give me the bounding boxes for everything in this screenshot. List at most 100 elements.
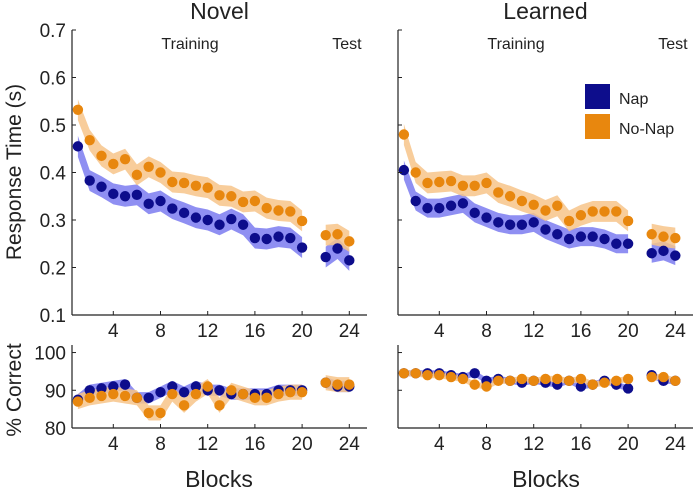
point-no-nap [622,215,634,227]
point-nap [108,381,119,392]
x-tick-label: 8 [155,434,166,455]
point-nap [226,213,237,225]
point-no-nap [296,215,308,227]
point-nap [398,164,410,176]
y-tick-label: 100 [34,344,66,365]
point-no-nap [611,375,622,387]
point-nap [296,242,308,253]
point-no-nap [587,206,598,217]
x-tick-label: 12 [523,321,544,342]
point-no-nap [457,373,469,385]
x-tick-label: 12 [523,434,544,455]
point-nap [178,386,190,398]
point-no-nap [469,379,480,390]
panel-2 [397,29,693,316]
point-nap [599,233,610,245]
point-no-nap [410,167,421,178]
x-tick-label: 4 [108,321,119,342]
point-nap [167,381,178,392]
point-no-nap [563,375,575,387]
point-no-nap [540,205,551,216]
point-no-nap [261,202,272,214]
point-no-nap [84,135,95,146]
point-no-nap [108,158,119,170]
y-tick-label: 0.7 [40,21,66,42]
point-nap [72,141,84,152]
point-no-nap [646,371,657,383]
point-no-nap [481,381,492,392]
point-no-nap [398,129,410,140]
point-no-nap [202,182,213,193]
point-no-nap [72,104,84,116]
legend-swatch-nap [585,84,610,109]
point-nap [285,232,296,244]
point-nap [622,238,634,249]
point-no-nap [599,377,610,388]
point-nap [422,202,433,214]
point-no-nap [143,161,154,172]
band-no-nap-training [77,378,303,421]
point-no-nap [167,388,178,400]
point-no-nap [273,388,284,400]
point-no-nap [469,180,480,191]
point-nap [178,207,190,219]
point-nap [143,392,154,404]
point-nap [119,191,131,202]
y-tick-label: 0.3 [40,211,66,232]
point-no-nap [493,187,504,198]
x-tick-label: 20 [292,321,313,342]
x-tick-label: 4 [434,321,445,342]
panel-4 [397,345,693,429]
point-no-nap [540,373,551,385]
point-no-nap [493,375,504,387]
point-no-nap [285,386,296,398]
point-nap [469,207,480,219]
point-no-nap [344,379,355,390]
point-nap [155,195,166,207]
point-nap [119,379,131,390]
point-nap [344,255,355,266]
point-nap [670,250,681,261]
point-no-nap [622,373,634,385]
point-nap [622,383,634,394]
point-no-nap [167,176,178,188]
x-tick-label: 12 [197,434,218,455]
point-nap [575,381,587,392]
point-no-nap [96,150,107,162]
y-tick-label: 80 [45,419,66,440]
point-nap [563,233,575,245]
point-no-nap [320,230,331,241]
point-nap [575,231,587,242]
point-nap [214,219,225,230]
point-no-nap [237,196,249,208]
point-no-nap [332,379,343,390]
point-no-nap [202,381,213,392]
point-no-nap [434,176,445,188]
point-no-nap [575,210,587,221]
point-nap [320,251,331,263]
point-no-nap [296,386,308,398]
x-tick-label: 24 [339,434,361,455]
point-no-nap [249,392,261,404]
legend-label-nap: Nap [619,91,648,108]
point-nap [528,217,539,228]
x-tick-label: 24 [339,321,361,342]
x-axis-label-novel: Blocks [185,466,253,492]
point-no-nap [214,400,225,411]
point-no-nap [528,199,539,210]
point-nap [237,219,249,230]
point-no-nap [552,200,563,211]
point-nap [445,200,457,211]
x-tick-label: 4 [434,434,445,455]
point-no-nap [457,180,469,191]
point-no-nap [422,177,433,189]
point-nap [457,198,469,209]
panel-1 [71,29,367,316]
point-no-nap [119,390,131,402]
point-nap [587,231,598,242]
point-nap [273,231,284,242]
point-nap [261,233,272,245]
phase-label-test: Test [332,36,362,53]
band-nap-training [403,160,629,254]
